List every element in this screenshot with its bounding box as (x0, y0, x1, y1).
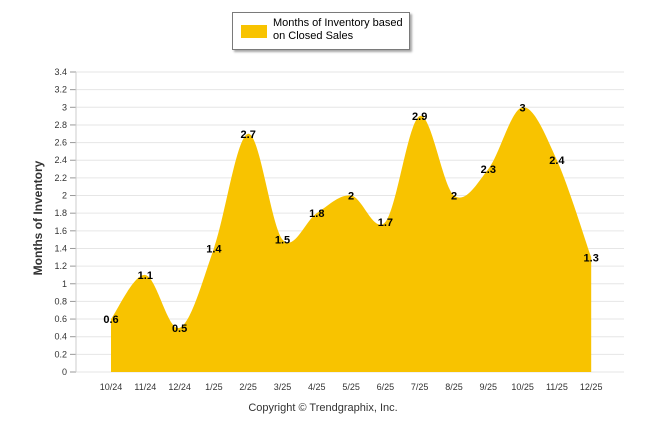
area-fill (111, 107, 592, 372)
x-tick-label: 8/25 (445, 382, 463, 392)
data-label: 3 (520, 102, 526, 114)
data-label: 1.1 (138, 270, 153, 282)
data-labels: 0.6 1.1 0.5 1.4 2.7 1.5 1.8 2 1.7 2.9 2 2.3 3 2.4 1.3 (103, 102, 598, 335)
legend-swatch (241, 25, 267, 38)
x-tick-label: 12/25 (580, 382, 603, 392)
x-tick-label: 10/24 (100, 382, 123, 392)
x-tick-label: 6/25 (377, 382, 395, 392)
x-tick-label: 7/25 (411, 382, 429, 392)
data-label: 1.4 (206, 243, 222, 255)
y-axis-ticks: 0 0.2 0.4 0.6 0.8 1 1.2 1.4 1.6 1.8 2 2.2 2.4 2.6 2.8 3… (54, 67, 77, 377)
data-label: 1.7 (378, 217, 393, 229)
y-axis-title: Months of Inventory (31, 160, 45, 275)
y-tick-label: 2.8 (54, 120, 67, 130)
data-label: 1.5 (275, 235, 290, 247)
y-tick-label: 0.8 (54, 296, 67, 306)
data-label: 0.5 (172, 323, 187, 335)
y-tick-label: 0.4 (54, 332, 67, 342)
y-tick-label: 2 (62, 191, 67, 201)
legend: Months of Inventory based on Closed Sale… (232, 12, 410, 50)
copyright-text: Copyright © Trendgraphix, Inc. (248, 402, 398, 414)
data-label: 2.4 (549, 155, 565, 167)
x-tick-label: 5/25 (342, 382, 360, 392)
data-label: 2.9 (412, 111, 427, 123)
data-label: 2.7 (241, 129, 256, 141)
legend-label: Months of Inventory based on Closed Sale… (273, 17, 403, 42)
y-tick-label: 1 (62, 279, 67, 289)
x-tick-label: 2/25 (239, 382, 257, 392)
y-tick-label: 0.2 (54, 349, 67, 359)
x-tick-label: 11/25 (546, 382, 568, 392)
area-series (111, 107, 592, 372)
y-tick-label: 3.4 (54, 67, 67, 77)
x-tick-label: 4/25 (308, 382, 326, 392)
y-tick-label: 2.2 (54, 173, 67, 183)
x-tick-label: 3/25 (274, 382, 292, 392)
y-tick-label: 2.4 (54, 155, 67, 165)
data-label: 2.3 (481, 164, 496, 176)
data-label: 1.8 (309, 208, 324, 220)
y-tick-label: 3.2 (54, 85, 67, 95)
y-tick-label: 1.6 (54, 226, 67, 236)
x-tick-label: 11/24 (134, 382, 156, 392)
y-tick-label: 3 (62, 102, 67, 112)
y-tick-label: 1.4 (54, 243, 67, 253)
y-tick-label: 0.6 (54, 314, 67, 324)
data-label: 1.3 (584, 252, 599, 264)
data-label: 0.6 (103, 314, 118, 326)
x-tick-label: 9/25 (480, 382, 498, 392)
data-label: 2 (348, 191, 354, 203)
data-label: 2 (451, 191, 457, 203)
y-tick-label: 2.6 (54, 138, 67, 148)
y-tick-label: 1.8 (54, 208, 67, 218)
x-tick-label: 10/25 (511, 382, 534, 392)
y-tick-label: 0 (62, 367, 67, 377)
y-tick-label: 1.2 (54, 261, 67, 271)
x-tick-label: 12/24 (168, 382, 191, 392)
x-axis-ticks: 10/24 11/24 12/24 1/25 2/25 3/25 4/25 5/25 6/25 7… (100, 382, 603, 392)
x-tick-label: 1/25 (205, 382, 223, 392)
